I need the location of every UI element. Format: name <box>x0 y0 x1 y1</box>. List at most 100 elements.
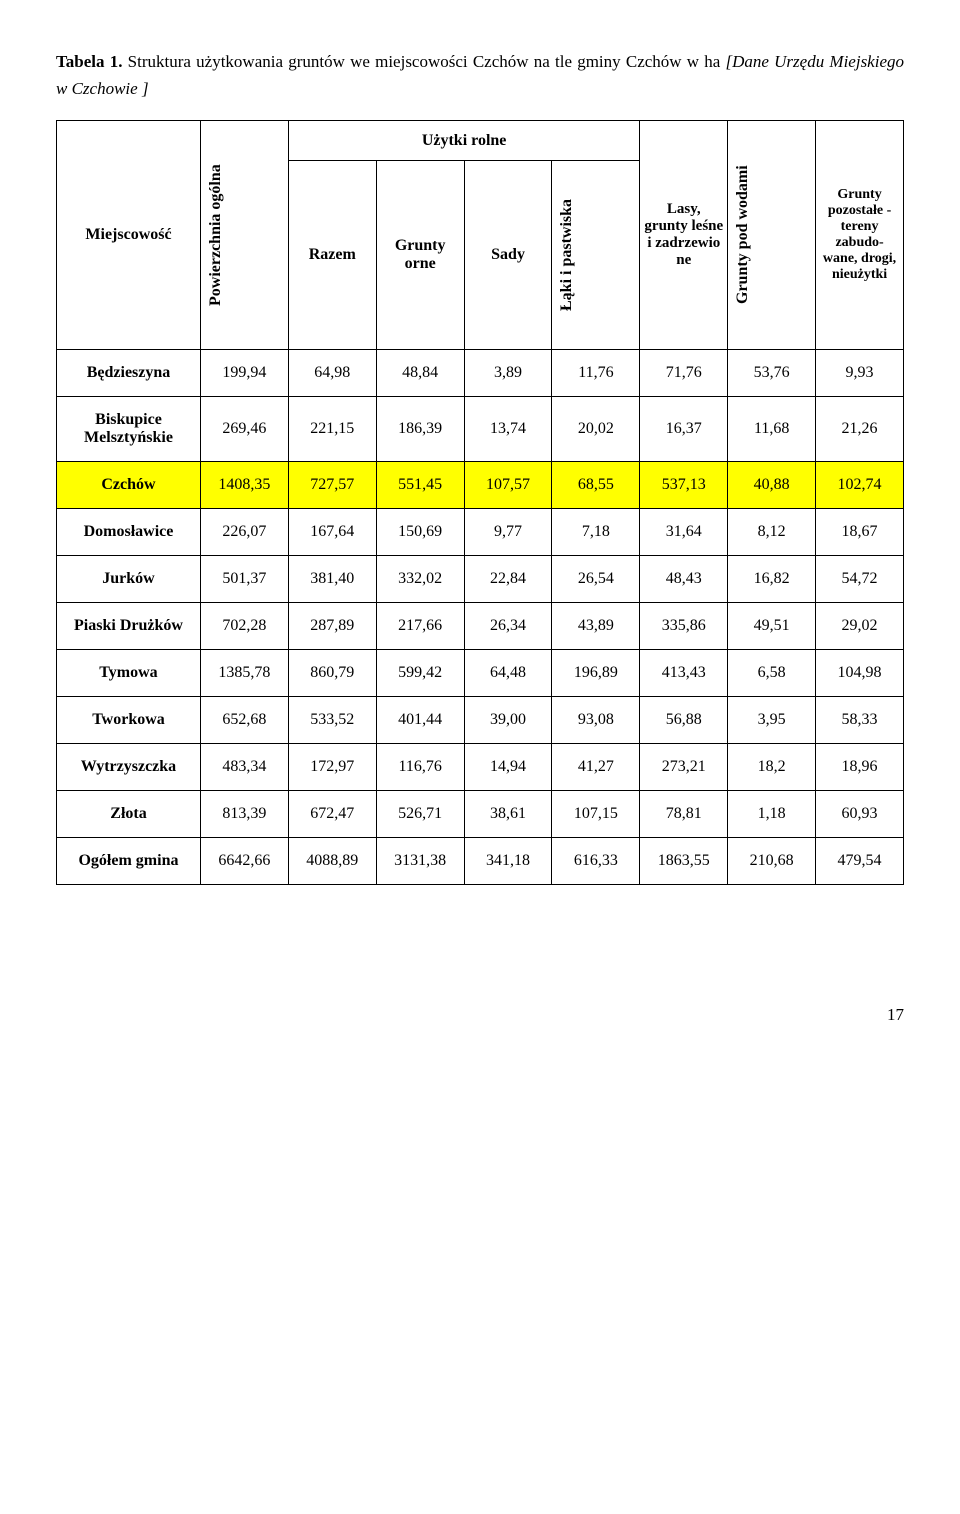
cell-value: 104,98 <box>816 650 904 697</box>
caption-label: Tabela 1. <box>56 52 122 71</box>
cell-value: 287,89 <box>288 603 376 650</box>
table-row: Wytrzyszczka483,34172,97116,7614,9441,27… <box>57 744 904 791</box>
cell-value: 599,42 <box>376 650 464 697</box>
row-label: Będzieszyna <box>57 350 201 397</box>
cell-value: 6,58 <box>728 650 816 697</box>
cell-value: 31,64 <box>640 509 728 556</box>
cell-value: 26,54 <box>552 556 640 603</box>
page-number: 17 <box>56 1005 904 1025</box>
cell-value: 41,27 <box>552 744 640 791</box>
cell-value: 813,39 <box>200 791 288 838</box>
col-header-grunty-pod: Grunty pod wodami <box>728 121 816 350</box>
data-table: Miejscowość Powierzchnia ogólna Użytki r… <box>56 120 904 885</box>
cell-value: 221,15 <box>288 397 376 462</box>
cell-value: 38,61 <box>464 791 552 838</box>
cell-value: 78,81 <box>640 791 728 838</box>
table-caption: Tabela 1. Struktura użytkowania gruntów … <box>56 48 904 102</box>
row-label: Ogółem gmina <box>57 838 201 885</box>
row-label: Biskupice Melsztyńskie <box>57 397 201 462</box>
cell-value: 29,02 <box>816 603 904 650</box>
cell-value: 58,33 <box>816 697 904 744</box>
cell-value: 3,95 <box>728 697 816 744</box>
table-row: Piaski Drużków702,28287,89217,6626,3443,… <box>57 603 904 650</box>
cell-value: 210,68 <box>728 838 816 885</box>
cell-value: 727,57 <box>288 462 376 509</box>
cell-value: 335,86 <box>640 603 728 650</box>
cell-value: 479,54 <box>816 838 904 885</box>
cell-value: 616,33 <box>552 838 640 885</box>
cell-value: 4088,89 <box>288 838 376 885</box>
cell-value: 9,93 <box>816 350 904 397</box>
col-header-laki: Łąki i pastwiska <box>552 160 640 350</box>
cell-value: 332,02 <box>376 556 464 603</box>
cell-value: 14,94 <box>464 744 552 791</box>
row-label: Tworkowa <box>57 697 201 744</box>
cell-value: 7,18 <box>552 509 640 556</box>
cell-value: 68,55 <box>552 462 640 509</box>
row-label: Domosławice <box>57 509 201 556</box>
cell-value: 11,68 <box>728 397 816 462</box>
cell-value: 526,71 <box>376 791 464 838</box>
cell-value: 102,74 <box>816 462 904 509</box>
cell-value: 11,76 <box>552 350 640 397</box>
col-header-grunty-pod-text: Grunty pod wodami <box>732 127 754 343</box>
row-label: Piaski Drużków <box>57 603 201 650</box>
table-row: Będzieszyna199,9464,9848,843,8911,7671,7… <box>57 350 904 397</box>
cell-value: 413,43 <box>640 650 728 697</box>
cell-value: 172,97 <box>288 744 376 791</box>
table-row: Jurków501,37381,40332,0222,8426,5448,431… <box>57 556 904 603</box>
table-body: Będzieszyna199,9464,9848,843,8911,7671,7… <box>57 350 904 885</box>
cell-value: 16,37 <box>640 397 728 462</box>
cell-value: 3131,38 <box>376 838 464 885</box>
table-row: Tworkowa652,68533,52401,4439,0093,0856,8… <box>57 697 904 744</box>
col-header-grunty-orne: Grunty orne <box>376 160 464 350</box>
cell-value: 217,66 <box>376 603 464 650</box>
cell-value: 20,02 <box>552 397 640 462</box>
cell-value: 1863,55 <box>640 838 728 885</box>
col-header-uzytki: Użytki rolne <box>288 121 640 160</box>
cell-value: 3,89 <box>464 350 552 397</box>
cell-value: 60,93 <box>816 791 904 838</box>
cell-value: 13,74 <box>464 397 552 462</box>
table-row: Domosławice226,07167,64150,699,777,1831,… <box>57 509 904 556</box>
cell-value: 483,34 <box>200 744 288 791</box>
col-header-miejsowosc: Miejscowość <box>57 121 201 350</box>
table-row: Czchów1408,35727,57551,45107,5768,55537,… <box>57 462 904 509</box>
row-label: Czchów <box>57 462 201 509</box>
row-label: Wytrzyszczka <box>57 744 201 791</box>
cell-value: 64,48 <box>464 650 552 697</box>
cell-value: 860,79 <box>288 650 376 697</box>
cell-value: 702,28 <box>200 603 288 650</box>
cell-value: 533,52 <box>288 697 376 744</box>
cell-value: 537,13 <box>640 462 728 509</box>
col-header-lasy: Lasy, grunty leśne i zadrzewio ne <box>640 121 728 350</box>
cell-value: 186,39 <box>376 397 464 462</box>
cell-value: 501,37 <box>200 556 288 603</box>
cell-value: 1408,35 <box>200 462 288 509</box>
cell-value: 107,57 <box>464 462 552 509</box>
cell-value: 196,89 <box>552 650 640 697</box>
table-row: Biskupice Melsztyńskie269,46221,15186,39… <box>57 397 904 462</box>
caption-text: Struktura użytkowania gruntów we miejsco… <box>122 52 725 71</box>
cell-value: 1,18 <box>728 791 816 838</box>
cell-value: 8,12 <box>728 509 816 556</box>
row-label: Jurków <box>57 556 201 603</box>
cell-value: 226,07 <box>200 509 288 556</box>
cell-value: 93,08 <box>552 697 640 744</box>
cell-value: 273,21 <box>640 744 728 791</box>
cell-value: 71,76 <box>640 350 728 397</box>
col-header-powierzchnia: Powierzchnia ogólna <box>200 121 288 350</box>
row-label: Złota <box>57 791 201 838</box>
cell-value: 18,67 <box>816 509 904 556</box>
cell-value: 167,64 <box>288 509 376 556</box>
cell-value: 56,88 <box>640 697 728 744</box>
cell-value: 341,18 <box>464 838 552 885</box>
table-row: Ogółem gmina6642,664088,893131,38341,186… <box>57 838 904 885</box>
cell-value: 49,51 <box>728 603 816 650</box>
cell-value: 48,84 <box>376 350 464 397</box>
cell-value: 199,94 <box>200 350 288 397</box>
col-header-razem: Razem <box>288 160 376 350</box>
cell-value: 48,43 <box>640 556 728 603</box>
cell-value: 18,96 <box>816 744 904 791</box>
cell-value: 43,89 <box>552 603 640 650</box>
